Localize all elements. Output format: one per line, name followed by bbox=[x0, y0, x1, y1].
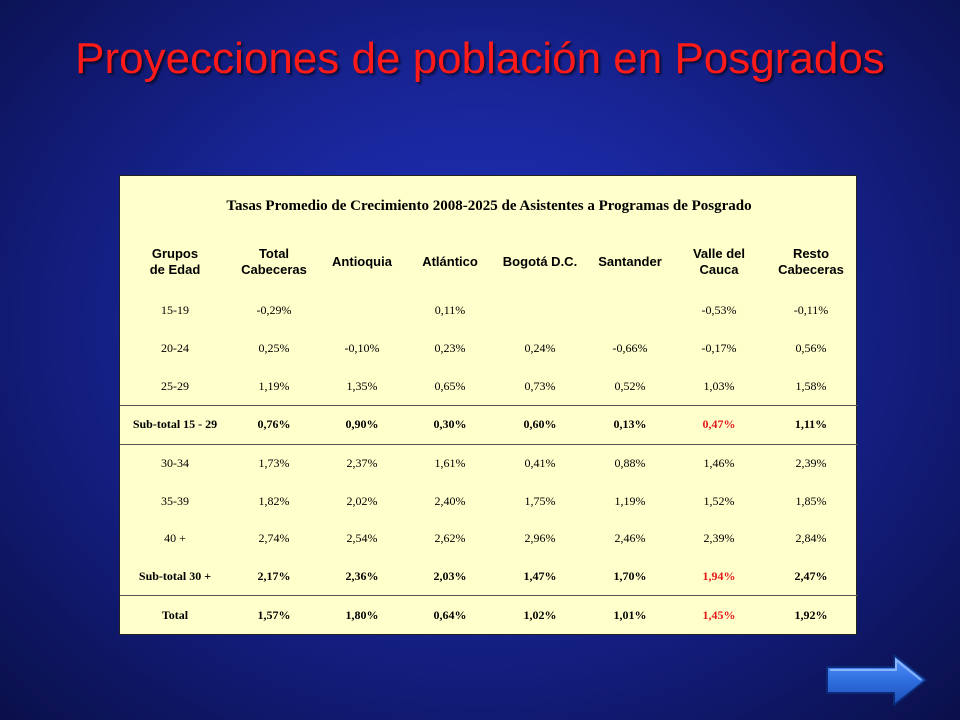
cell-antioquia: 2,54% bbox=[346, 531, 378, 546]
cell-total: 2,74% bbox=[258, 531, 290, 546]
header-santander: Santander bbox=[598, 254, 662, 269]
cell-santander: 1,70% bbox=[586, 557, 674, 597]
header-total-line1: Total bbox=[258, 246, 290, 261]
cell-group: Sub-total 15 - 29 bbox=[120, 404, 230, 445]
cell-resto: 2,39% bbox=[795, 455, 827, 470]
cell-valle: 0,47% bbox=[674, 404, 764, 445]
header-atlantico: Atlántico bbox=[422, 254, 478, 269]
table-row: 20-24 0,25% -0,10% 0,23% 0,24% -0,66% -0… bbox=[120, 330, 858, 368]
header-grupos-line2: de Edad bbox=[149, 262, 201, 277]
cell-resto: 1,58% bbox=[795, 378, 827, 393]
cell-valle: 1,45% bbox=[702, 607, 736, 622]
table-row: 35-39 1,82% 2,02% 2,40% 1,75% 1,19% 1,52… bbox=[120, 482, 858, 520]
table-row: 15-19 -0,29% 0,11% -0,53% -0,11% bbox=[120, 292, 858, 330]
cell-santander: 1,19% bbox=[614, 493, 646, 508]
table-row: 30-34 1,73% 2,37% 1,61% 0,41% 0,88% 1,46… bbox=[120, 444, 858, 482]
cell-total: 0,76% bbox=[230, 404, 318, 445]
cell-santander: 2,46% bbox=[614, 531, 646, 546]
cell-group: 30-34 bbox=[161, 455, 189, 470]
cell-antioquia: 1,35% bbox=[346, 378, 378, 393]
cell-valle: -0,53% bbox=[701, 303, 737, 318]
cell-group: Sub-total 30 + bbox=[120, 557, 230, 597]
header-grupos-line1: Grupos bbox=[151, 246, 199, 261]
header-total-line2: Cabeceras bbox=[241, 262, 307, 277]
cell-total: 1,57% bbox=[257, 607, 291, 622]
cell-atlantico: 0,65% bbox=[434, 378, 466, 393]
cell-santander: 0,13% bbox=[586, 404, 674, 445]
next-slide-button[interactable] bbox=[824, 652, 930, 708]
cell-antioquia: 2,02% bbox=[346, 493, 378, 508]
cell-resto: -0,11% bbox=[793, 303, 829, 318]
cell-atlantico: 0,64% bbox=[433, 607, 467, 622]
cell-total: -0,29% bbox=[256, 303, 292, 318]
total-row: Total 1,57% 1,80% 0,64% 1,02% 1,01% 1,45… bbox=[120, 596, 858, 634]
cell-bogota: 1,47% bbox=[494, 557, 586, 597]
cell-bogota bbox=[494, 292, 586, 330]
table-row: 25-29 1,19% 1,35% 0,65% 0,73% 0,52% 1,03… bbox=[120, 367, 858, 405]
cell-valle: 1,52% bbox=[703, 493, 735, 508]
cell-antioquia: -0,10% bbox=[344, 340, 380, 355]
cell-group: 20-24 bbox=[161, 340, 189, 355]
cell-antioquia: 2,37% bbox=[346, 455, 378, 470]
cell-atlantico: 0,30% bbox=[406, 404, 494, 445]
cell-resto: 2,47% bbox=[764, 557, 858, 597]
cell-resto: 1,85% bbox=[795, 493, 827, 508]
cell-valle: 1,94% bbox=[674, 557, 764, 597]
slide-title: Proyecciones de población en Posgrados bbox=[75, 34, 885, 83]
cell-antioquia bbox=[318, 292, 406, 330]
cell-atlantico: 2,62% bbox=[434, 531, 466, 546]
cell-antioquia: 2,36% bbox=[318, 557, 406, 597]
cell-group: Total bbox=[161, 607, 189, 622]
cell-total: 1,73% bbox=[258, 455, 290, 470]
cell-antioquia: 1,80% bbox=[345, 607, 379, 622]
subtotal-row: Sub-total 15 - 29 0,76% 0,90% 0,30% 0,60… bbox=[120, 404, 858, 445]
cell-group: 40 + bbox=[164, 531, 186, 546]
table-caption: Tasas Promedio de Crecimiento 2008-2025 … bbox=[226, 198, 752, 214]
cell-atlantico: 1,61% bbox=[434, 455, 466, 470]
header-resto: Resto Cabeceras bbox=[778, 246, 844, 277]
cell-total: 1,19% bbox=[258, 378, 290, 393]
subtotal-row: Sub-total 30 + 2,17% 2,36% 2,03% 1,47% 1… bbox=[120, 557, 858, 597]
cell-resto: 1,11% bbox=[764, 404, 858, 445]
cell-bogota: 0,41% bbox=[524, 455, 556, 470]
cell-resto: 0,56% bbox=[795, 340, 827, 355]
header-bogota: Bogotá D.C. bbox=[502, 254, 578, 269]
arrow-right-icon bbox=[826, 654, 927, 706]
cell-resto: 1,92% bbox=[794, 607, 828, 622]
cell-valle: -0,17% bbox=[701, 340, 737, 355]
cell-group: 15-19 bbox=[161, 303, 189, 318]
cell-valle: 1,46% bbox=[703, 455, 735, 470]
cell-bogota: 1,02% bbox=[523, 607, 557, 622]
header-antioquia: Antioquia bbox=[332, 254, 392, 269]
growth-rates-table: Tasas Promedio de Crecimiento 2008-2025 … bbox=[119, 175, 858, 635]
cell-bogota: 2,96% bbox=[524, 531, 556, 546]
cell-group: 25-29 bbox=[161, 378, 189, 393]
cell-atlantico: 2,03% bbox=[406, 557, 494, 597]
cell-santander: 1,01% bbox=[613, 607, 647, 622]
cell-antioquia: 0,90% bbox=[318, 404, 406, 445]
cell-bogota: 0,73% bbox=[524, 378, 556, 393]
cell-santander: 0,52% bbox=[614, 378, 646, 393]
cell-atlantico: 0,23% bbox=[434, 340, 466, 355]
cell-bogota: 0,24% bbox=[524, 340, 556, 355]
data-table: Tasas Promedio de Crecimiento 2008-2025 … bbox=[120, 176, 858, 634]
cell-bogota: 0,60% bbox=[494, 404, 586, 445]
table-row: 40 + 2,74% 2,54% 2,62% 2,96% 2,46% 2,39%… bbox=[120, 520, 858, 558]
cell-valle: 2,39% bbox=[703, 531, 735, 546]
cell-bogota: 1,75% bbox=[524, 493, 556, 508]
cell-atlantico: 0,11% bbox=[434, 303, 466, 318]
cell-total: 2,17% bbox=[230, 557, 318, 597]
cell-group: 35-39 bbox=[161, 493, 189, 508]
cell-atlantico: 2,40% bbox=[434, 493, 466, 508]
header-valle: Valle del Cauca bbox=[692, 246, 746, 277]
cell-valle: 1,03% bbox=[703, 378, 735, 393]
cell-total: 1,82% bbox=[258, 493, 290, 508]
cell-santander: -0,66% bbox=[612, 340, 648, 355]
cell-total: 0,25% bbox=[258, 340, 290, 355]
cell-santander bbox=[586, 292, 674, 330]
cell-resto: 2,84% bbox=[795, 531, 827, 546]
cell-santander: 0,88% bbox=[614, 455, 646, 470]
